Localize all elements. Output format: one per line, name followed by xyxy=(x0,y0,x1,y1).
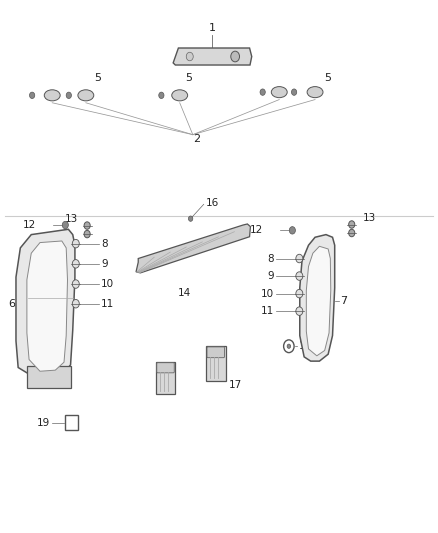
Circle shape xyxy=(72,260,79,268)
Circle shape xyxy=(349,221,355,228)
Text: 19: 19 xyxy=(37,418,50,428)
Circle shape xyxy=(296,307,303,316)
Text: 11: 11 xyxy=(101,298,114,309)
Text: 9: 9 xyxy=(267,271,274,281)
FancyBboxPatch shape xyxy=(207,347,224,358)
Circle shape xyxy=(72,239,79,248)
Circle shape xyxy=(296,289,303,298)
Text: 2: 2 xyxy=(193,134,200,144)
Text: 5: 5 xyxy=(95,73,102,83)
FancyBboxPatch shape xyxy=(157,363,174,373)
Circle shape xyxy=(72,300,79,308)
Text: 13: 13 xyxy=(363,213,376,223)
FancyBboxPatch shape xyxy=(155,362,175,394)
Text: 12: 12 xyxy=(22,220,35,230)
Text: 13: 13 xyxy=(65,214,78,224)
Text: 10: 10 xyxy=(261,288,274,298)
Circle shape xyxy=(349,229,355,237)
Text: 1: 1 xyxy=(209,22,216,33)
Circle shape xyxy=(66,92,71,99)
Circle shape xyxy=(159,92,164,99)
Ellipse shape xyxy=(44,90,60,101)
Ellipse shape xyxy=(271,86,287,98)
Text: 10: 10 xyxy=(101,279,114,289)
Text: 11: 11 xyxy=(260,306,274,316)
Circle shape xyxy=(72,280,79,288)
Text: 19: 19 xyxy=(299,341,312,351)
Text: 16: 16 xyxy=(206,198,219,208)
Text: 6: 6 xyxy=(9,298,16,309)
Circle shape xyxy=(84,222,90,229)
Text: 12: 12 xyxy=(249,225,263,236)
Circle shape xyxy=(84,230,90,238)
Ellipse shape xyxy=(172,90,187,101)
Circle shape xyxy=(231,51,240,62)
Text: 9: 9 xyxy=(101,259,108,269)
Text: 8: 8 xyxy=(267,254,274,263)
Circle shape xyxy=(62,221,68,229)
Text: 7: 7 xyxy=(340,296,347,306)
Circle shape xyxy=(291,89,297,95)
Text: 8: 8 xyxy=(101,239,108,248)
Circle shape xyxy=(296,272,303,280)
Circle shape xyxy=(260,89,265,95)
Polygon shape xyxy=(27,241,67,371)
Circle shape xyxy=(188,216,193,221)
Circle shape xyxy=(29,92,35,99)
FancyBboxPatch shape xyxy=(27,367,71,387)
Circle shape xyxy=(186,52,193,61)
Polygon shape xyxy=(300,235,335,361)
Ellipse shape xyxy=(78,90,94,101)
Ellipse shape xyxy=(307,86,323,98)
Circle shape xyxy=(287,344,290,349)
Circle shape xyxy=(289,227,295,234)
FancyBboxPatch shape xyxy=(206,346,226,381)
Text: 5: 5 xyxy=(324,73,331,83)
Text: 14: 14 xyxy=(177,288,191,298)
Text: 5: 5 xyxy=(185,73,192,83)
Polygon shape xyxy=(306,246,331,356)
Text: 17: 17 xyxy=(229,379,242,390)
Polygon shape xyxy=(173,48,252,65)
Circle shape xyxy=(296,254,303,263)
Polygon shape xyxy=(16,229,75,378)
Polygon shape xyxy=(136,224,251,273)
